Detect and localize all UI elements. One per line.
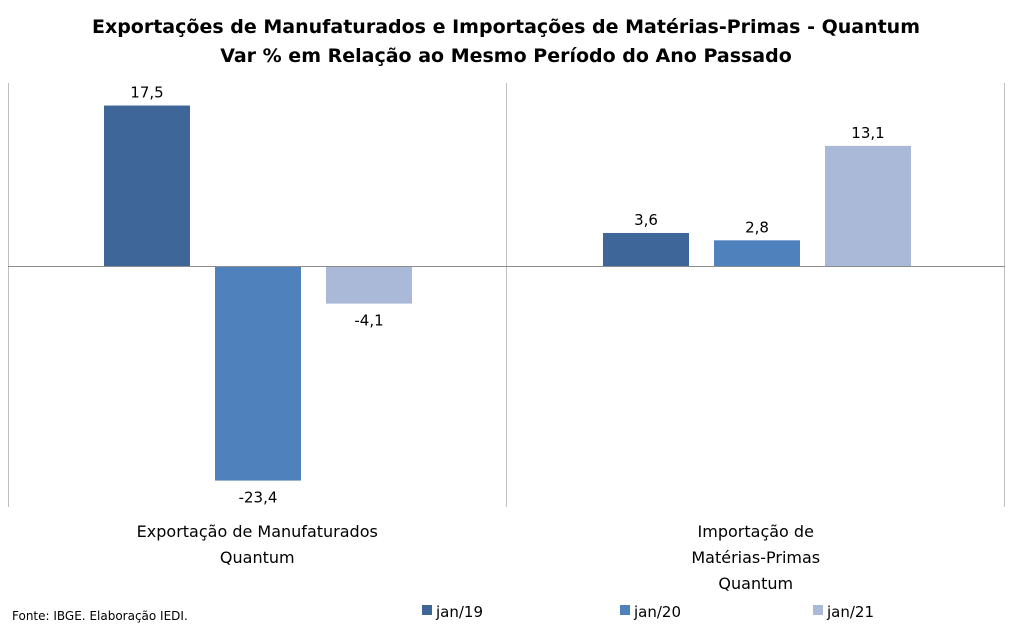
legend-swatch (422, 605, 432, 615)
data-label: -4,1 (354, 312, 383, 330)
data-label: 13,1 (851, 124, 884, 142)
bar (104, 105, 190, 267)
category-label: Matérias-Primas (691, 548, 820, 567)
legend-swatch (620, 605, 630, 615)
chart-title-line-2: Var % em Relação ao Mesmo Período do Ano… (220, 45, 792, 67)
plot-area: 17,5 -23,4 -4,1 Exportação de Manufaturados… (8, 83, 1005, 593)
source-note: Fonte: IBGE. Elaboração IEDI. (12, 609, 188, 623)
legend-label: jan/21 (826, 603, 874, 621)
data-label: -23,4 (239, 489, 278, 507)
category-label: Quantum (718, 574, 793, 593)
legend-label: jan/20 (633, 603, 681, 621)
legend-swatch (813, 605, 823, 615)
category-label: Exportação de Manufaturados (137, 522, 378, 541)
category-label: Quantum (220, 548, 295, 567)
data-label: 3,6 (634, 211, 658, 229)
legend: jan/19 jan/20 jan/21 (422, 603, 874, 621)
chart-title-line-1: Exportações de Manufaturados e Importaçõ… (92, 16, 920, 38)
data-label: 2,8 (745, 218, 769, 236)
legend-label: jan/19 (435, 603, 483, 621)
bar (825, 145, 911, 266)
data-label: 17,5 (130, 84, 163, 102)
bar (326, 266, 412, 304)
category-label: Importação de (698, 522, 814, 541)
bar (215, 266, 301, 481)
bar (603, 232, 689, 266)
bar (714, 240, 800, 266)
